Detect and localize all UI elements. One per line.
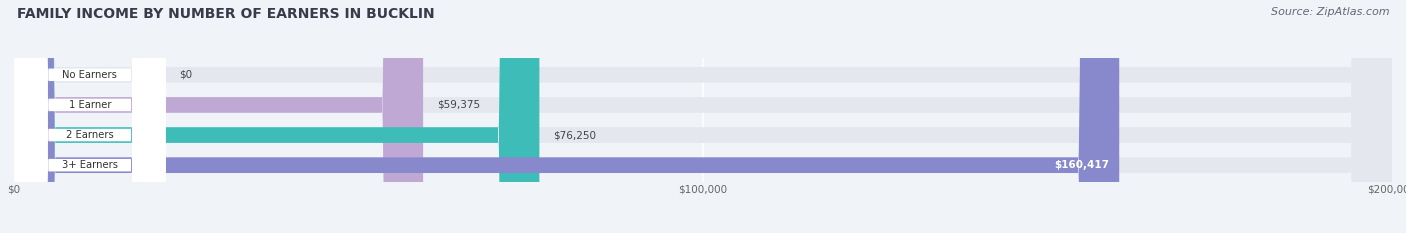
FancyBboxPatch shape <box>14 0 166 233</box>
FancyBboxPatch shape <box>14 0 423 233</box>
FancyBboxPatch shape <box>14 0 1119 233</box>
FancyBboxPatch shape <box>14 0 166 233</box>
Text: No Earners: No Earners <box>62 70 117 80</box>
Text: FAMILY INCOME BY NUMBER OF EARNERS IN BUCKLIN: FAMILY INCOME BY NUMBER OF EARNERS IN BU… <box>17 7 434 21</box>
FancyBboxPatch shape <box>14 0 1392 233</box>
Text: $59,375: $59,375 <box>437 100 479 110</box>
FancyBboxPatch shape <box>14 0 1392 233</box>
Text: Source: ZipAtlas.com: Source: ZipAtlas.com <box>1271 7 1389 17</box>
Text: 2 Earners: 2 Earners <box>66 130 114 140</box>
FancyBboxPatch shape <box>14 0 166 233</box>
Text: $76,250: $76,250 <box>553 130 596 140</box>
FancyBboxPatch shape <box>14 0 166 233</box>
Text: 1 Earner: 1 Earner <box>69 100 111 110</box>
Text: 3+ Earners: 3+ Earners <box>62 160 118 170</box>
FancyBboxPatch shape <box>14 0 1392 233</box>
Text: $0: $0 <box>180 70 193 80</box>
FancyBboxPatch shape <box>14 0 1392 233</box>
FancyBboxPatch shape <box>14 0 540 233</box>
Text: $160,417: $160,417 <box>1054 160 1109 170</box>
